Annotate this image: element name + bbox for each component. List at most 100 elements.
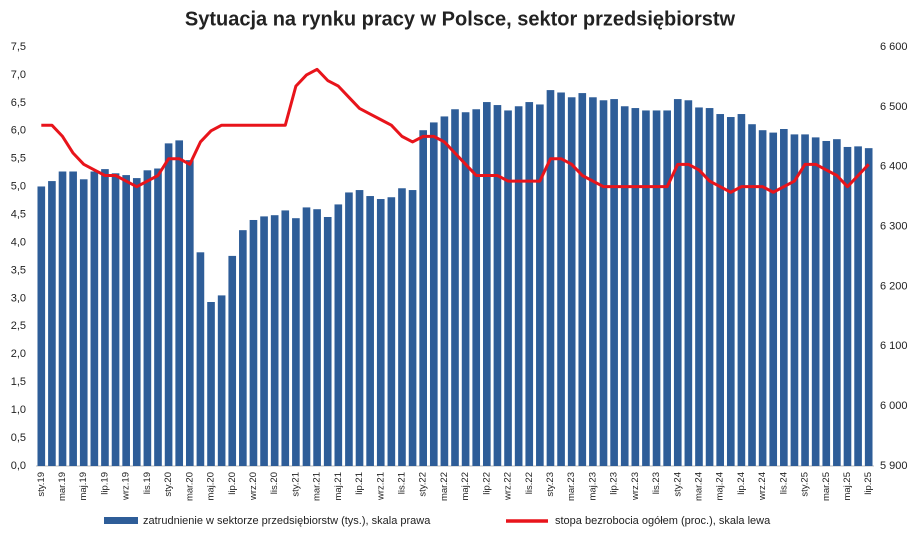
bar <box>769 132 778 467</box>
bar <box>302 207 311 466</box>
bar <box>525 102 534 466</box>
x-tick-label: sty.25 <box>800 472 811 497</box>
legend-label: zatrudnienie w sektorze przedsiębiorstw … <box>143 515 431 527</box>
y-tick-label: 3,5 <box>11 264 26 276</box>
x-tick-label: lip.24 <box>736 472 747 495</box>
x-tick-label: mar.21 <box>312 472 323 501</box>
x-tick-label: lip.22 <box>481 472 492 495</box>
x-tick-label: lis.21 <box>396 472 407 494</box>
bar <box>514 106 523 466</box>
bar <box>726 117 735 466</box>
x-tick-label: wrz.24 <box>757 472 768 501</box>
x-tick-label: lis.24 <box>778 472 789 494</box>
x-tick-label: lis.19 <box>142 472 153 494</box>
bar <box>822 140 831 466</box>
y-tick-label: 0,5 <box>11 432 26 444</box>
bar <box>429 122 438 467</box>
x-tick-label: mar.22 <box>439 472 450 501</box>
y2-tick-label: 6 100 <box>880 340 908 352</box>
line <box>41 67 870 194</box>
bar <box>48 181 56 466</box>
bar <box>217 295 226 466</box>
x-tick-label: wrz.21 <box>375 472 386 501</box>
y-tick-label: 4,0 <box>11 236 26 248</box>
x-tick-label: maj.20 <box>206 472 217 501</box>
x-tick-label: lip.23 <box>609 472 620 495</box>
bar <box>642 110 650 466</box>
bar <box>398 188 406 466</box>
bar <box>132 178 141 466</box>
bar <box>249 219 258 466</box>
bar <box>546 90 555 467</box>
y2-tick-label: 6 200 <box>880 280 908 292</box>
bar <box>472 109 481 466</box>
y2-tick-label: 6 400 <box>880 161 908 173</box>
y2-tick-label: 5 900 <box>880 460 908 472</box>
bar <box>37 186 46 466</box>
bar <box>334 204 343 466</box>
y2-tick-label: 6 600 <box>880 41 908 53</box>
bar <box>122 175 130 466</box>
x-tick-label: lis.23 <box>651 472 662 494</box>
bar <box>631 108 640 466</box>
x-tick-label: sty.20 <box>163 472 174 497</box>
bar <box>355 190 364 466</box>
bar <box>143 170 152 466</box>
bar <box>695 107 703 466</box>
x-tick-label: mar.19 <box>57 472 68 501</box>
x-tick-label: maj.23 <box>587 472 598 501</box>
bar <box>313 209 321 466</box>
bar <box>451 109 459 466</box>
x-tick-label: lip.25 <box>863 472 874 495</box>
legend-label: stopa bezrobocia ogółem (proc.), skala l… <box>555 515 771 527</box>
bar <box>610 99 618 466</box>
y-tick-label: 2,0 <box>11 348 26 360</box>
x-tick-label: sty.22 <box>418 472 429 497</box>
bar <box>567 97 576 466</box>
legend-swatch-bar <box>104 517 138 524</box>
x-tick-label: lip.20 <box>227 472 238 495</box>
bar <box>578 93 587 466</box>
bar <box>58 171 67 466</box>
bar <box>345 192 353 466</box>
bar <box>387 197 396 466</box>
bar <box>111 173 120 466</box>
bar <box>228 255 237 466</box>
bar <box>684 100 693 466</box>
x-tick-label: mar.20 <box>184 472 195 501</box>
bar <box>854 146 862 466</box>
bar <box>748 124 756 467</box>
x-tick-label: wrz.20 <box>248 472 259 501</box>
x-tick-label: sty.19 <box>36 472 47 497</box>
y-tick-label: 3,0 <box>11 292 26 304</box>
bar <box>270 215 279 466</box>
bar <box>69 171 77 466</box>
bar <box>408 190 417 466</box>
x-tick-label: maj.24 <box>715 472 726 501</box>
bar <box>419 130 427 467</box>
bar <box>843 146 852 466</box>
y-tick-label: 4,5 <box>11 209 26 221</box>
x-tick-label: maj.19 <box>78 472 89 501</box>
bar <box>260 216 268 466</box>
y2-tick-label: 6 000 <box>880 400 908 412</box>
x-tick-label: lip.21 <box>354 472 365 495</box>
x-tick-label: sty.23 <box>545 472 556 497</box>
x-tick-label: lis.22 <box>524 472 535 494</box>
bar <box>705 108 714 466</box>
bar <box>323 216 332 466</box>
bar <box>673 99 682 466</box>
bar <box>185 160 194 466</box>
y-tick-label: 6,0 <box>11 125 26 137</box>
bar <box>376 199 385 466</box>
bar <box>864 148 873 466</box>
bar <box>366 196 374 466</box>
x-tick-label: mar.23 <box>566 472 577 501</box>
y2-tick-label: 6 300 <box>880 220 908 232</box>
bar <box>780 129 788 467</box>
bar <box>504 110 512 466</box>
x-tick-label: mar.25 <box>821 472 832 501</box>
bar <box>440 116 449 466</box>
x-tick-label: lis.20 <box>269 472 280 494</box>
